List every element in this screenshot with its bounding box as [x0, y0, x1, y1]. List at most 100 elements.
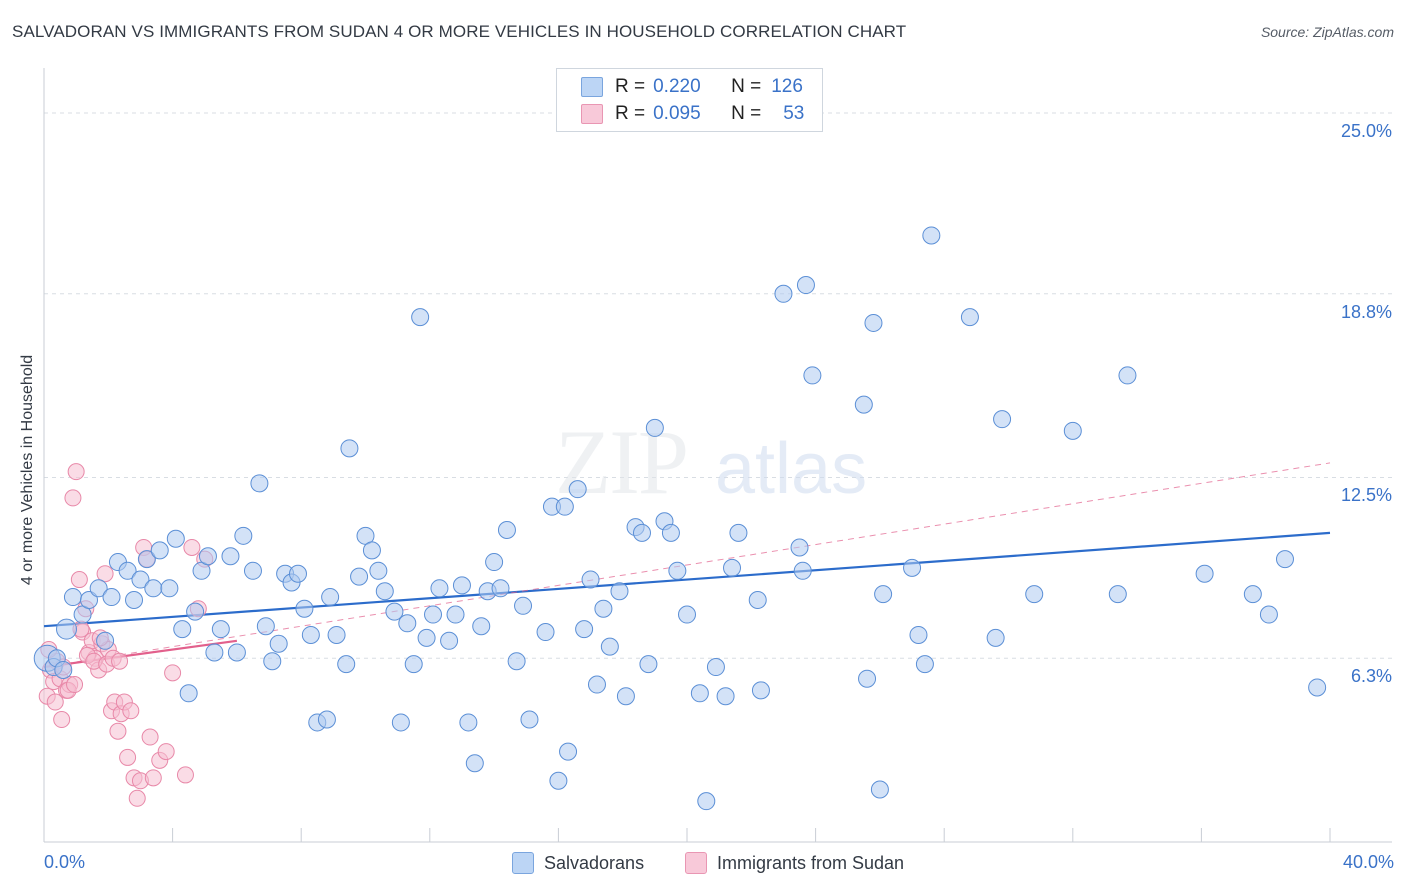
salvadoran-point — [256, 617, 275, 636]
sudan-trend-dashed — [43, 462, 1331, 668]
salvadoran-point — [568, 480, 587, 499]
x-tick-max: 40.0% — [1342, 852, 1394, 872]
salvadoran-point — [555, 497, 574, 516]
salvadoran-point — [250, 474, 269, 493]
legend-row-sudan: R = 0.095 N = 53 — [581, 101, 804, 127]
salvadoran-point — [321, 588, 340, 607]
salvadoran-point — [118, 561, 137, 580]
salvadoran-point — [645, 418, 664, 437]
salvadoran-point — [317, 710, 336, 729]
salvadoran-point — [796, 276, 815, 295]
salvadoran-point — [350, 567, 369, 586]
legend-r-value: 0.095 — [653, 103, 701, 124]
salvadoran-point — [63, 588, 82, 607]
salvadoran-point — [497, 520, 516, 539]
axes — [43, 68, 1392, 843]
salvadoran-point — [398, 614, 417, 633]
legend-swatch-blue — [512, 852, 534, 874]
legend-r-label: R = — [615, 103, 646, 124]
salvadoran-point — [137, 550, 156, 569]
source-label: Source: ZipAtlas.com — [1260, 24, 1394, 40]
salvadoran-point — [340, 439, 359, 458]
salvadoran-point — [1308, 678, 1327, 697]
sudan-point — [66, 676, 84, 694]
salvadoran-point — [774, 284, 793, 303]
salvadoran-point — [1118, 366, 1137, 385]
sudan-trend-solid — [43, 639, 238, 669]
salvadoran-point — [375, 582, 394, 601]
salvadoran-point — [424, 605, 443, 624]
salvadoran-point — [269, 634, 288, 653]
sudan-point — [144, 769, 162, 787]
y-tick-label: 12.5% — [1340, 485, 1392, 506]
salvadoran-point — [507, 652, 526, 671]
salvadoran-point — [411, 308, 430, 327]
series-legend: Salvadorans Immigrants from Sudan — [0, 852, 1406, 878]
salvadoran-point — [678, 605, 696, 624]
salvadoran-point — [144, 579, 163, 598]
salvadoran-point — [632, 523, 651, 542]
salvadoran-point — [864, 313, 883, 332]
salvadoran-point — [661, 523, 680, 542]
sudan-point — [176, 766, 194, 784]
salvadoran-point — [131, 570, 150, 589]
legend-r-label: R = — [615, 76, 646, 97]
sudan-point — [96, 565, 114, 583]
salvadoran-point — [723, 558, 742, 577]
salvadoran-point — [56, 618, 78, 640]
trend-lines — [43, 462, 1331, 669]
salvadoran-point — [854, 395, 873, 414]
salvadoran-point — [89, 579, 108, 598]
salvadoran-point — [922, 226, 941, 245]
salvadoran-point — [858, 669, 877, 688]
salvadoran-point — [417, 628, 436, 647]
salvadoran-point — [729, 523, 748, 542]
salvadoran-point — [748, 590, 767, 609]
salvadoran-point — [690, 684, 709, 703]
sudan-point — [53, 711, 71, 729]
salvadoran-point — [102, 588, 121, 607]
salvadoran-point — [716, 687, 735, 706]
salvadoran-point — [915, 655, 934, 674]
salvadoran-point — [186, 602, 205, 621]
salvadoran-point — [288, 564, 307, 583]
salvadoran-point — [993, 410, 1012, 429]
salvadoran-point — [1063, 421, 1082, 440]
salvadoran-point — [1025, 585, 1044, 604]
salvadoran-point — [600, 637, 619, 656]
salvadoran-point — [1275, 550, 1294, 569]
salvadoran-point — [452, 576, 471, 595]
salvadoran-point — [263, 652, 282, 671]
stats-legend: R = 0.220 N = 126 R = 0.095 N = 53 — [556, 68, 823, 132]
salvadoran-point — [179, 684, 198, 703]
watermark-atlas: atlas — [715, 429, 867, 509]
salvadoran-point — [803, 366, 822, 385]
salvadoran-point — [362, 541, 381, 560]
salvadoran-point — [790, 538, 809, 557]
salvadoran-point — [166, 529, 185, 548]
sudan-point — [183, 538, 201, 556]
salvadoran-point — [205, 643, 224, 662]
legend-swatch-blue — [581, 77, 603, 97]
salvadoran-point — [295, 599, 314, 618]
legend-row-salvadorans: R = 0.220 N = 126 — [581, 74, 803, 100]
salvadoran-point — [903, 558, 922, 577]
sudan-point — [157, 743, 175, 761]
y-axis-label: 4 or more Vehicles in Household — [19, 354, 36, 586]
salvadoran-point — [559, 742, 578, 761]
salvadoran-point — [80, 590, 99, 609]
sudan-point — [141, 728, 159, 746]
salvadoran-point — [874, 585, 893, 604]
salvadoran-point — [173, 620, 192, 639]
salvadoran-point — [391, 713, 410, 732]
salvadoran-point — [198, 547, 217, 566]
salvadoran-point — [465, 754, 484, 773]
salvadoran-point — [639, 655, 658, 674]
salvadoran-point — [472, 617, 491, 636]
salvadoran-point — [385, 602, 404, 621]
sudan-point — [128, 789, 146, 807]
salvadoran-point — [581, 570, 600, 589]
salvadoran-point — [697, 792, 716, 811]
legend-item-sudan: Immigrants from Sudan — [685, 852, 904, 874]
